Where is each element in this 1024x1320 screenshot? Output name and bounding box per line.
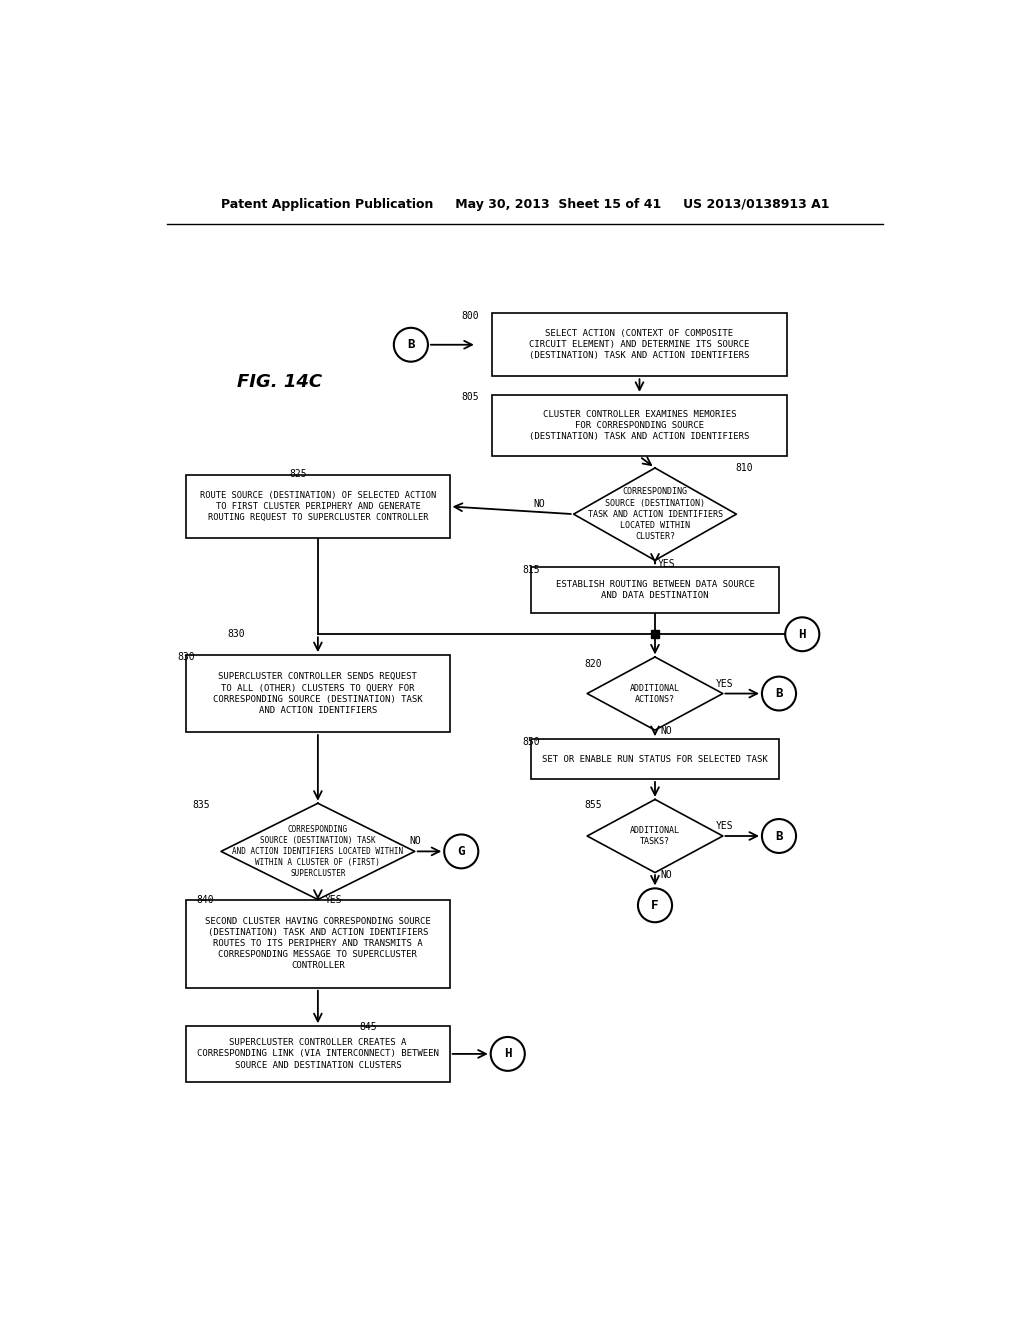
Text: SELECT ACTION (CONTEXT OF COMPOSITE
CIRCUIT ELEMENT) AND DETERMINE ITS SOURCE
(D: SELECT ACTION (CONTEXT OF COMPOSITE CIRC… (529, 329, 750, 360)
Text: 845: 845 (359, 1022, 377, 1032)
Circle shape (762, 677, 796, 710)
Text: 825: 825 (290, 469, 307, 479)
Text: H: H (504, 1047, 512, 1060)
Text: ESTABLISH ROUTING BETWEEN DATA SOURCE
AND DATA DESTINATION: ESTABLISH ROUTING BETWEEN DATA SOURCE AN… (556, 579, 755, 599)
Polygon shape (573, 469, 736, 561)
Text: CORRESPONDING
SOURCE (DESTINATION)
TASK AND ACTION IDENTIFIERS
LOCATED WITHIN
CL: CORRESPONDING SOURCE (DESTINATION) TASK … (588, 487, 723, 541)
Text: B: B (408, 338, 415, 351)
Text: NO: NO (660, 726, 673, 735)
Circle shape (490, 1038, 524, 1071)
Text: G: G (458, 845, 465, 858)
Circle shape (638, 888, 672, 923)
Text: 830: 830 (227, 630, 246, 639)
Text: 840: 840 (197, 895, 214, 906)
FancyBboxPatch shape (493, 313, 786, 376)
Text: 800: 800 (461, 312, 478, 321)
Text: CLUSTER CONTROLLER EXAMINES MEMORIES
FOR CORRESPONDING SOURCE
(DESTINATION) TASK: CLUSTER CONTROLLER EXAMINES MEMORIES FOR… (529, 411, 750, 441)
Circle shape (785, 618, 819, 651)
Text: 830: 830 (177, 652, 195, 663)
Text: NO: NO (660, 870, 673, 879)
Text: FIG. 14C: FIG. 14C (237, 372, 322, 391)
FancyBboxPatch shape (186, 1026, 450, 1081)
Text: F: F (651, 899, 658, 912)
Text: ADDITIONAL
ACTIONS?: ADDITIONAL ACTIONS? (630, 684, 680, 704)
Circle shape (762, 818, 796, 853)
Circle shape (444, 834, 478, 869)
Text: SUPERCLUSTER CONTROLLER CREATES A
CORRESPONDING LINK (VIA INTERCONNECT) BETWEEN
: SUPERCLUSTER CONTROLLER CREATES A CORRES… (197, 1039, 439, 1069)
Text: SET OR ENABLE RUN STATUS FOR SELECTED TASK: SET OR ENABLE RUN STATUS FOR SELECTED TA… (542, 755, 768, 763)
Text: Patent Application Publication     May 30, 2013  Sheet 15 of 41     US 2013/0138: Patent Application Publication May 30, 2… (220, 198, 829, 211)
Circle shape (394, 327, 428, 362)
FancyBboxPatch shape (531, 739, 779, 779)
Text: YES: YES (657, 560, 676, 569)
FancyBboxPatch shape (493, 395, 786, 457)
Polygon shape (221, 804, 415, 899)
Text: ROUTE SOURCE (DESTINATION) OF SELECTED ACTION
TO FIRST CLUSTER PERIPHERY AND GEN: ROUTE SOURCE (DESTINATION) OF SELECTED A… (200, 491, 436, 521)
Text: 820: 820 (584, 659, 602, 669)
Polygon shape (587, 657, 723, 730)
Text: B: B (775, 686, 782, 700)
Text: 835: 835 (193, 800, 211, 810)
Text: YES: YES (325, 895, 342, 906)
Text: 850: 850 (522, 737, 540, 747)
FancyBboxPatch shape (186, 899, 450, 989)
Text: B: B (775, 829, 782, 842)
Text: 855: 855 (584, 800, 602, 810)
Polygon shape (587, 800, 723, 873)
Text: CORRESPONDING
SOURCE (DESTINATION) TASK
AND ACTION IDENTIFIERS LOCATED WITHIN
WI: CORRESPONDING SOURCE (DESTINATION) TASK … (232, 825, 403, 878)
FancyBboxPatch shape (186, 655, 450, 733)
Text: NO: NO (532, 499, 545, 510)
Text: H: H (799, 628, 806, 640)
Text: SECOND CLUSTER HAVING CORRESPONDING SOURCE
(DESTINATION) TASK AND ACTION IDENTIF: SECOND CLUSTER HAVING CORRESPONDING SOUR… (205, 917, 431, 970)
Text: NO: NO (409, 837, 421, 846)
FancyBboxPatch shape (186, 475, 450, 539)
Text: SUPERCLUSTER CONTROLLER SENDS REQUEST
TO ALL (OTHER) CLUSTERS TO QUERY FOR
CORRE: SUPERCLUSTER CONTROLLER SENDS REQUEST TO… (213, 672, 423, 714)
Text: 805: 805 (461, 392, 478, 403)
FancyBboxPatch shape (531, 566, 779, 612)
Text: ADDITIONAL
TASKS?: ADDITIONAL TASKS? (630, 826, 680, 846)
Text: YES: YES (716, 821, 733, 832)
Text: 815: 815 (522, 565, 540, 576)
Text: 810: 810 (735, 463, 753, 473)
Text: YES: YES (716, 678, 733, 689)
